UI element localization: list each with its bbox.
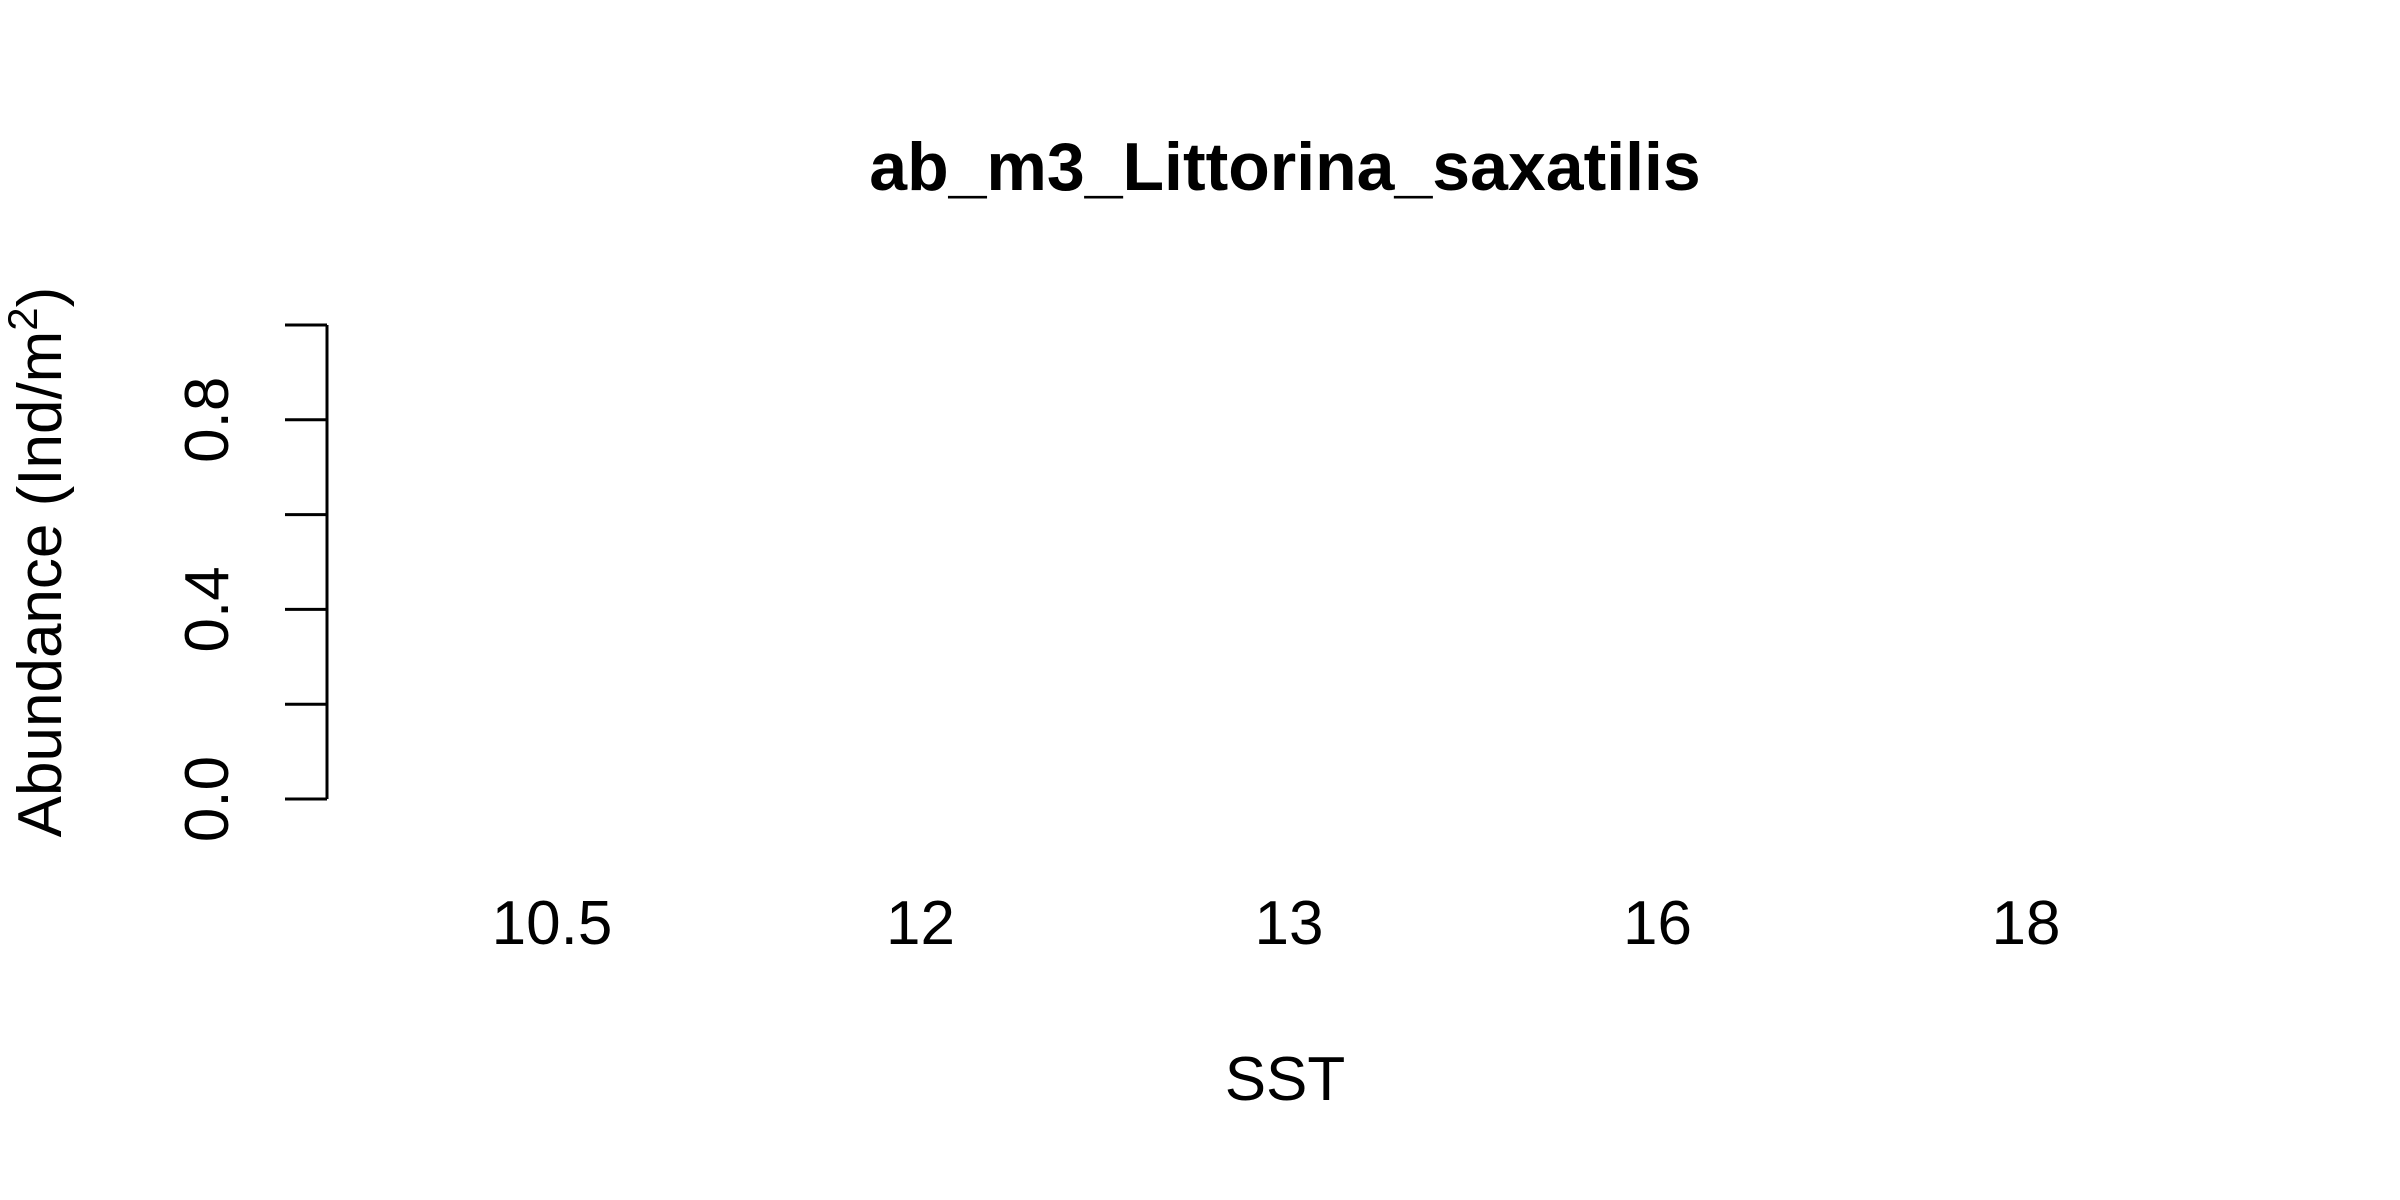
x-tick-label: 18 <box>1992 889 2061 958</box>
y-tick-label: 0.4 <box>173 566 242 652</box>
y-tick-labels: 0.0 0.4 0.8 <box>173 377 242 842</box>
chart-title: ab_m3_Littorina_saxatilis <box>869 129 1700 205</box>
y-axis-label: Abundance (Ind/m2) <box>0 287 75 838</box>
y-axis-label-superscript: 2 <box>0 307 46 330</box>
x-axis-label: SST <box>1225 1045 1346 1114</box>
y-tick-label: 0.0 <box>173 756 242 842</box>
x-tick-label: 16 <box>1623 889 1692 958</box>
y-tick-label: 0.8 <box>173 377 242 463</box>
y-ticks <box>285 323 327 801</box>
x-tick-label: 12 <box>886 889 955 958</box>
x-tick-label: 13 <box>1255 889 1324 958</box>
x-tick-label: 10.5 <box>492 889 613 958</box>
y-axis-label-main: Abundance (Ind/m <box>6 331 75 838</box>
y-axis: 0.0 0.4 0.8 <box>173 323 329 842</box>
y-axis-label-suffix: ) <box>6 287 75 308</box>
x-tick-labels: 10.5 12 13 16 18 <box>492 889 2061 958</box>
